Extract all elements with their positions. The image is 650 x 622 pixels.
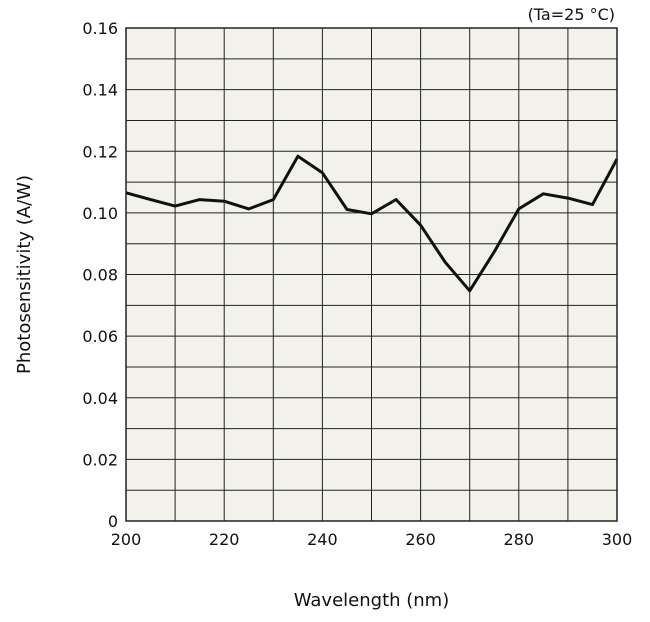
y-tick-label: 0.06 bbox=[82, 327, 118, 346]
y-tick-label: 0.16 bbox=[82, 19, 118, 38]
x-tick-label: 220 bbox=[209, 530, 240, 549]
y-tick-label: 0.02 bbox=[82, 450, 118, 469]
y-tick-label: 0.14 bbox=[82, 81, 118, 100]
y-tick-labels: 0 0.02 0.04 0.06 0.08 0.10 0.12 0.14 0.16 bbox=[82, 19, 118, 531]
y-tick-label: 0.04 bbox=[82, 389, 118, 408]
plot-frame bbox=[125, 27, 618, 522]
y-tick-label: 0 bbox=[108, 512, 118, 531]
x-axis-title: Wavelength (nm) bbox=[294, 590, 450, 611]
series-line bbox=[125, 154, 619, 293]
y-axis-title: Photosensitivity (A/W) bbox=[14, 175, 35, 374]
x-tick-label: 240 bbox=[307, 530, 338, 549]
x-tick-labels: 200 220 240 260 280 300 bbox=[111, 530, 633, 549]
x-tick-label: 300 bbox=[602, 530, 633, 549]
y-tick-label: 0.08 bbox=[82, 266, 118, 285]
x-tick-label: 260 bbox=[405, 530, 436, 549]
x-tick-label: 280 bbox=[504, 530, 535, 549]
x-tick-label: 200 bbox=[111, 530, 142, 549]
y-tick-label: 0.12 bbox=[82, 142, 118, 161]
y-tick-label: 0.10 bbox=[82, 204, 118, 223]
condition-annotation: (Ta=25 °C) bbox=[528, 5, 615, 24]
